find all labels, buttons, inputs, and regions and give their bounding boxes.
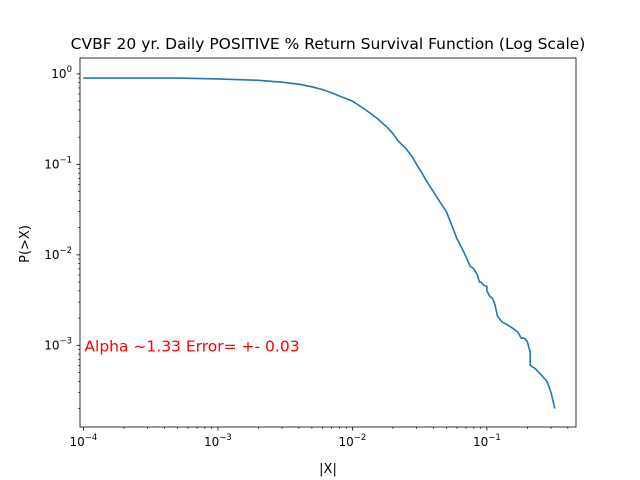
plot-frame [79,57,577,428]
x-tick-label: 10−2 [338,433,366,449]
x-axis-label: |X| [319,462,337,477]
x-tick-label: 10−1 [473,433,501,449]
alpha-annotation: Alpha ~1.33 Error= +- 0.03 [84,337,299,355]
y-tick-label: 10−1 [44,155,72,171]
survival-curve-line [83,77,556,409]
chart-title: CVBF 20 yr. Daily POSITIVE % Return Surv… [71,35,586,53]
y-tick-label: 100 [51,65,72,81]
y-axis-label: P(>X) [18,225,33,263]
x-tick-label: 10−4 [70,433,98,449]
y-tick-label: 10−3 [44,336,72,352]
y-tick-label: 10−2 [44,246,72,262]
x-tick-label: 10−3 [204,433,232,449]
